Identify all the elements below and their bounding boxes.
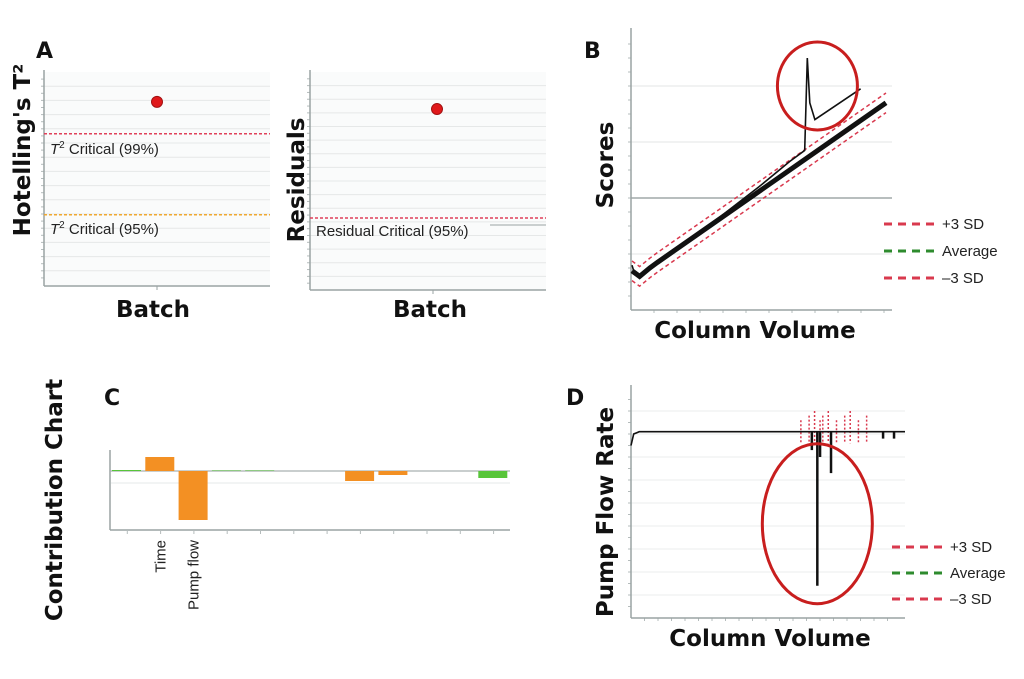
- minus-3sd-line: [631, 111, 887, 288]
- anomaly-highlight-ellipse: [775, 40, 859, 132]
- contribution-bar: [145, 457, 175, 471]
- y-axis-title: Residuals: [284, 118, 310, 243]
- category-label: Time: [152, 540, 169, 573]
- x-axis-title: Column Volume: [669, 626, 870, 652]
- contribution-chart: Time Pump flow Contribution Chart: [42, 379, 510, 621]
- legend: +3 SD Average –3 SD: [884, 216, 998, 287]
- x-axis-title: Batch: [393, 297, 467, 323]
- x-axis-title: Column Volume: [654, 318, 855, 344]
- anomaly-highlight-ellipse: [760, 442, 874, 606]
- legend: +3 SD Average –3 SD: [892, 539, 1006, 608]
- category-label: Pump flow: [186, 540, 203, 610]
- legend-label: +3 SD: [942, 216, 984, 233]
- legend-label: +3 SD: [950, 539, 992, 556]
- y-axis-title: Pump Flow Rate: [593, 407, 619, 617]
- scores-chart: Column Volume Scores +3 SD Average –3 SD: [593, 28, 998, 344]
- y-axis-title: Hotelling's T²: [10, 64, 36, 237]
- contribution-bar: [178, 471, 208, 520]
- contribution-bar: [112, 470, 141, 471]
- panel-label-c: C: [104, 386, 120, 411]
- observed-trace: [631, 57, 862, 278]
- limit-label-95: T2 Critical (95%): [50, 220, 159, 238]
- pump-flow-chart: Column Volume Pump Flow Rate +3 SD Averag…: [593, 385, 1006, 652]
- residuals-chart: Residual Critical (95%) Batch Residuals: [284, 70, 546, 323]
- contribution-bar: [378, 471, 408, 475]
- panel-label-b: B: [584, 39, 601, 64]
- limit-label-95: Residual Critical (95%): [316, 223, 469, 240]
- contribution-bar: [245, 470, 275, 471]
- contribution-bar: [345, 471, 375, 481]
- legend-label: Average: [942, 243, 998, 260]
- batch-point: [151, 95, 163, 108]
- panel-label-d: D: [566, 386, 584, 411]
- y-axis-title: Contribution Chart: [42, 379, 68, 621]
- hotelling-chart: T2 Critical (99%) T2 Critical (95%) Batc…: [10, 64, 270, 323]
- panel-label-a: A: [36, 39, 53, 64]
- x-axis-title: Batch: [116, 297, 190, 323]
- contribution-bar: [211, 470, 241, 471]
- legend-label: –3 SD: [942, 270, 984, 287]
- pump-flow-trace: [630, 430, 905, 446]
- legend-label: Average: [950, 565, 1006, 582]
- limit-label-99: T2 Critical (99%): [50, 140, 159, 158]
- contribution-bar: [478, 471, 508, 478]
- batch-point: [431, 103, 443, 116]
- plus-3sd-line: [631, 92, 887, 268]
- batch-trace-band: [630, 100, 888, 280]
- legend-label: –3 SD: [950, 591, 992, 608]
- y-axis-title: Scores: [593, 122, 619, 209]
